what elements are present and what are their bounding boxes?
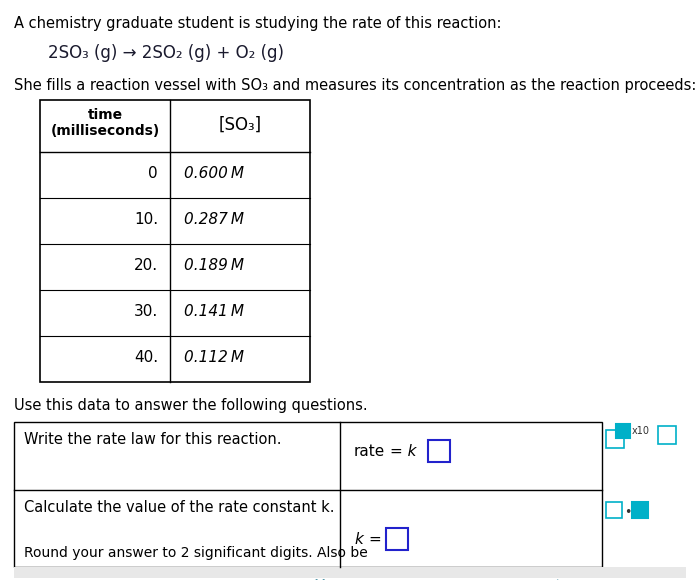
Text: 30.: 30. xyxy=(134,304,158,319)
Text: 2SO₃ (g) → 2SO₂ (g) + O₂ (g): 2SO₃ (g) → 2SO₂ (g) + O₂ (g) xyxy=(48,44,284,62)
Text: [SO₃]: [SO₃] xyxy=(218,116,262,134)
Text: k: k xyxy=(354,532,363,547)
Text: x10: x10 xyxy=(632,426,650,436)
Text: Write the rate law for this reaction.: Write the rate law for this reaction. xyxy=(24,432,281,447)
Text: 0: 0 xyxy=(149,166,158,181)
Text: time
(milliseconds): time (milliseconds) xyxy=(50,108,160,138)
Text: 20.: 20. xyxy=(134,258,158,273)
Text: Round your answer to 2 significant digits. Also be: Round your answer to 2 significant digit… xyxy=(24,546,368,560)
Text: 40.: 40. xyxy=(134,350,158,365)
Text: rate: rate xyxy=(354,444,385,459)
Text: ∨: ∨ xyxy=(313,575,327,580)
Text: A chemistry graduate student is studying the rate of this reaction:: A chemistry graduate student is studying… xyxy=(14,16,501,31)
Text: ←: ← xyxy=(552,575,568,580)
Text: 0.189 M: 0.189 M xyxy=(184,258,244,273)
Text: =: = xyxy=(368,532,380,547)
Text: Calculate the value of the rate constant k.: Calculate the value of the rate constant… xyxy=(24,500,334,515)
Text: 10.: 10. xyxy=(134,212,158,227)
Text: 0.112 M: 0.112 M xyxy=(184,350,244,365)
Text: = k: = k xyxy=(390,444,417,459)
Text: 0.600 M: 0.600 M xyxy=(184,166,244,181)
Text: 0.141 M: 0.141 M xyxy=(184,304,244,319)
Text: She fills a reaction vessel with SO₃ and measures its concentration as the react: She fills a reaction vessel with SO₃ and… xyxy=(14,78,697,93)
Text: Use this data to answer the following questions.: Use this data to answer the following qu… xyxy=(14,398,368,413)
Text: •: • xyxy=(624,506,632,519)
Text: 0.287 M: 0.287 M xyxy=(184,212,244,227)
